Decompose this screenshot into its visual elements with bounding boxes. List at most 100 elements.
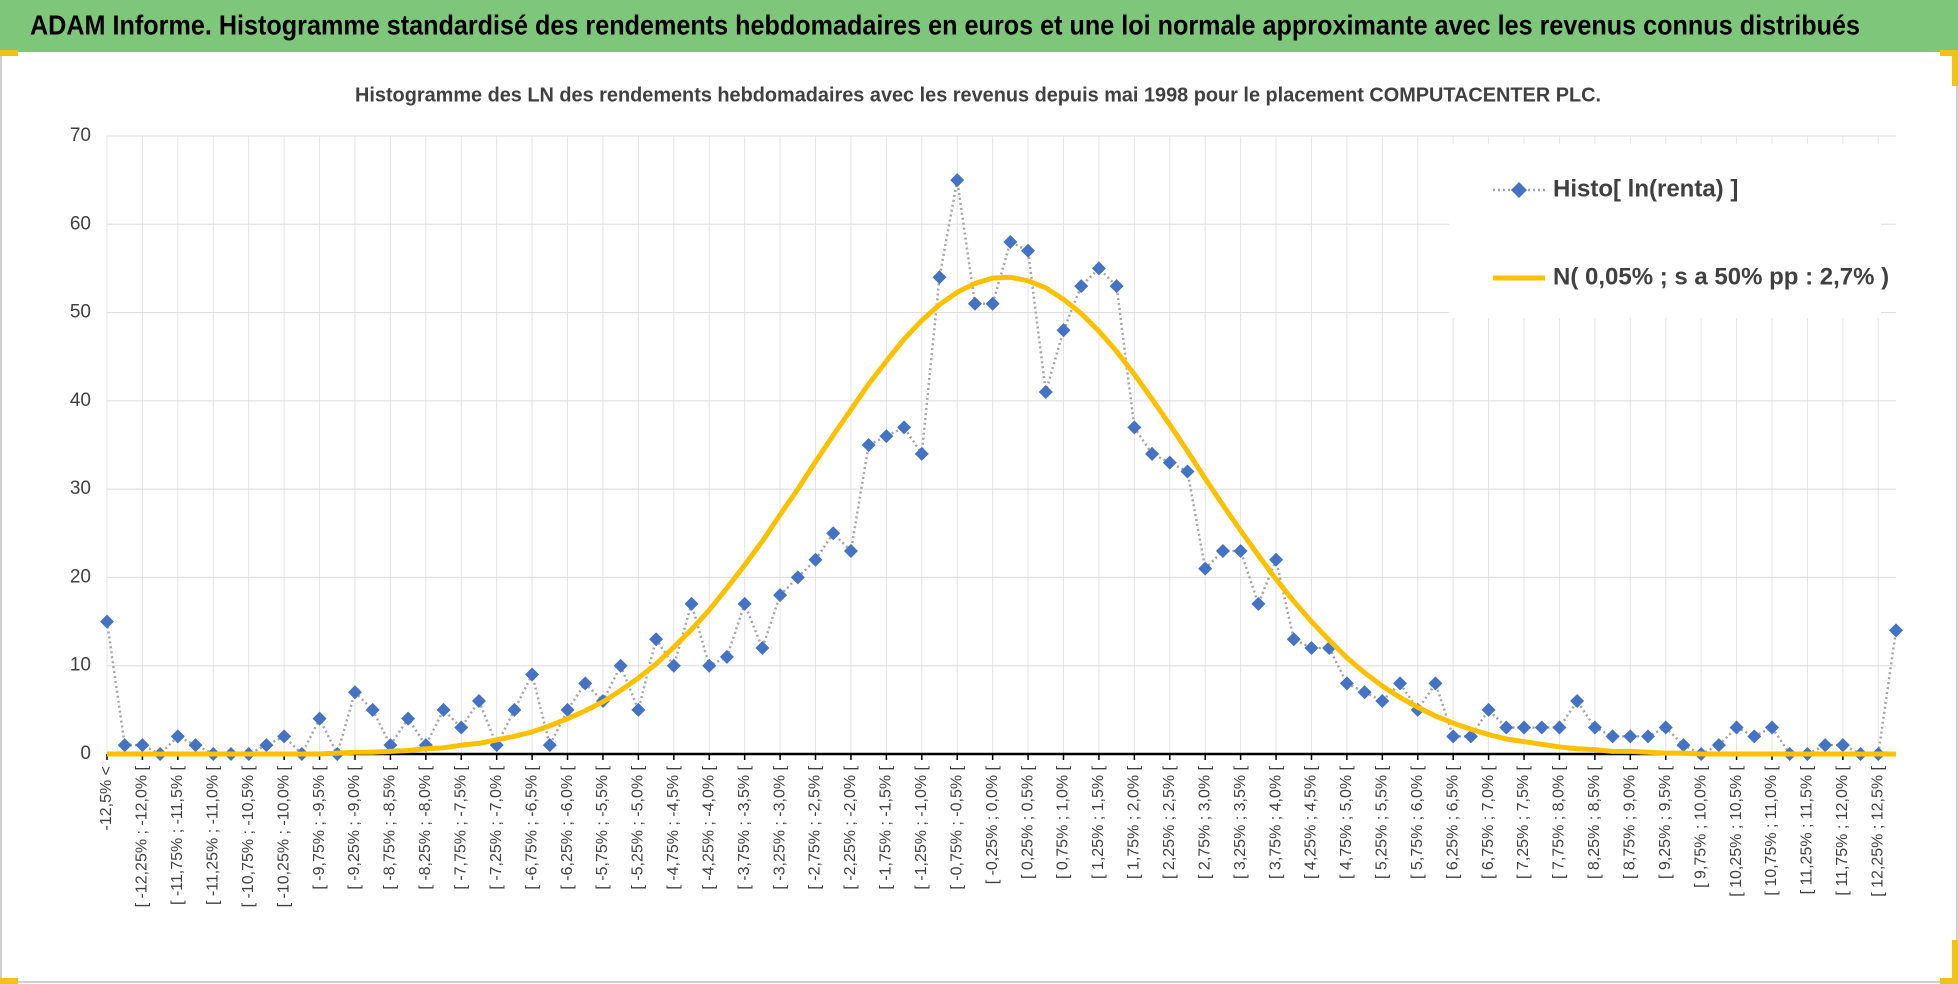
x-tick-label: [ 5,75% ; 6,0% [ <box>1409 765 1426 879</box>
banner-title: ADAM Informe. Histogramme standardisé de… <box>30 9 1860 40</box>
marker <box>1021 243 1036 258</box>
x-tick-label: [ -6,25% ; -6,0% [ <box>559 765 576 889</box>
x-tick-label: [ 3,75% ; 4,0% [ <box>1267 765 1284 879</box>
y-tick-label: 10 <box>70 655 91 676</box>
series-line <box>107 274 1896 757</box>
x-tick-label: [ -0,75% ; -0,5% [ <box>948 765 965 889</box>
marker <box>525 667 540 682</box>
x-tick-label: [ -7,75% ; -7,5% [ <box>452 765 469 889</box>
legend-label: Histo[ ln(renta) ] <box>1553 175 1738 202</box>
marker <box>1162 455 1177 470</box>
x-tick-label: [ -5,25% ; -5,0% [ <box>630 765 647 889</box>
x-tick-label: [ 0,25% ; 0,5% [ <box>1019 765 1036 879</box>
marker <box>737 596 752 611</box>
x-tick-label: [ 12,25% ; 12,5% [ <box>1870 765 1887 896</box>
marker <box>719 649 734 664</box>
marker <box>1393 676 1408 691</box>
x-tick-label: [ -11,25% ; -11,0% [ <box>204 765 221 905</box>
x-tick-label: [ -1,25% ; -1,0% [ <box>913 765 930 889</box>
marker <box>790 570 805 585</box>
marker <box>826 526 841 541</box>
x-tick-label: [ -0,25% ; 0,0% [ <box>984 765 1001 884</box>
x-tick-label: [ -4,25% ; -4,0% [ <box>700 765 717 889</box>
marker <box>1109 279 1124 294</box>
marker <box>666 658 681 673</box>
marker <box>542 738 557 753</box>
marker <box>471 694 486 709</box>
marker <box>1658 720 1673 735</box>
marker <box>1623 729 1638 744</box>
corner <box>1952 50 1958 86</box>
x-tick-label: [ -3,25% ; -3,0% [ <box>771 765 788 889</box>
x-tick-label: [ 0,75% ; 1,0% [ <box>1055 765 1072 879</box>
marker <box>1818 738 1833 753</box>
corner <box>1940 50 1958 56</box>
marker <box>1215 543 1230 558</box>
marker <box>365 702 380 717</box>
marker <box>613 658 628 673</box>
x-tick-label: [ -9,25% ; -9,0% [ <box>346 765 363 889</box>
marker <box>560 702 575 717</box>
x-tick-label: -12,5% < <box>98 766 115 830</box>
banner <box>0 0 1958 52</box>
marker <box>1889 623 1903 638</box>
marker <box>1251 596 1266 611</box>
marker <box>507 702 522 717</box>
x-tick-label: [ 10,75% ; 11,0% [ <box>1763 765 1780 895</box>
series-line <box>105 178 1898 756</box>
marker <box>1570 694 1585 709</box>
x-tick-label: [ 11,75% ; 12,0% [ <box>1834 765 1851 895</box>
marker <box>1056 323 1071 338</box>
marker <box>1357 685 1372 700</box>
marker <box>1534 720 1549 735</box>
marker <box>347 685 362 700</box>
marker <box>1428 676 1443 691</box>
marker <box>1286 632 1301 647</box>
x-tick-label: [ 1,75% ; 2,0% [ <box>1126 765 1143 879</box>
marker <box>578 676 593 691</box>
marker <box>861 438 876 452</box>
legend-box <box>1449 144 1881 318</box>
marker <box>1091 261 1106 276</box>
marker <box>1269 552 1284 567</box>
marker <box>277 729 292 744</box>
marker <box>1003 234 1018 249</box>
x-tick-label: [ -11,75% ; -11,5% [ <box>169 765 186 905</box>
marker <box>401 711 416 726</box>
x-tick-label: [ 5,25% ; 5,5% [ <box>1374 765 1391 879</box>
marker <box>1339 676 1354 691</box>
x-tick-label: [ 4,25% ; 4,5% [ <box>1303 765 1320 879</box>
x-tick-label: [ -8,75% ; -8,5% [ <box>382 765 399 889</box>
marker <box>117 738 132 753</box>
marker <box>436 702 451 717</box>
marker <box>1233 543 1248 558</box>
x-tick-label: [ 3,25% ; 3,5% [ <box>1232 765 1249 879</box>
marker <box>1446 729 1461 744</box>
marker <box>1587 720 1602 735</box>
legend-marker <box>1511 182 1527 198</box>
marker <box>1747 729 1762 744</box>
legend-label: N( 0,05% ; s a 50% pp : 2,7% ) <box>1553 263 1889 290</box>
marker <box>808 552 823 567</box>
x-tick-label: [ 10,25% ; 10,5% [ <box>1728 765 1745 896</box>
x-tick-label: [ -2,25% ; -2,0% [ <box>842 765 859 889</box>
marker <box>1517 720 1532 735</box>
x-tick-label: [ 7,75% ; 8,0% [ <box>1551 765 1568 879</box>
x-tick-label: [ -12,25% ; -12,0% [ <box>134 765 151 907</box>
y-tick-label: 70 <box>70 125 91 146</box>
marker <box>1304 641 1319 656</box>
y-tick-label: 50 <box>70 302 91 323</box>
marker <box>135 738 150 753</box>
marker <box>914 446 929 461</box>
x-tick-label: [ 1,25% ; 1,5% [ <box>1090 765 1107 879</box>
marker <box>1835 738 1850 753</box>
x-tick-label: [ 4,75% ; 5,0% [ <box>1338 765 1355 879</box>
marker <box>684 596 699 611</box>
marker <box>773 588 788 603</box>
marker <box>967 296 982 311</box>
marker <box>1641 729 1656 744</box>
x-tick-label: [ -10,25% ; -10,0% [ <box>275 765 292 907</box>
marker <box>985 296 1000 311</box>
marker <box>100 614 114 629</box>
